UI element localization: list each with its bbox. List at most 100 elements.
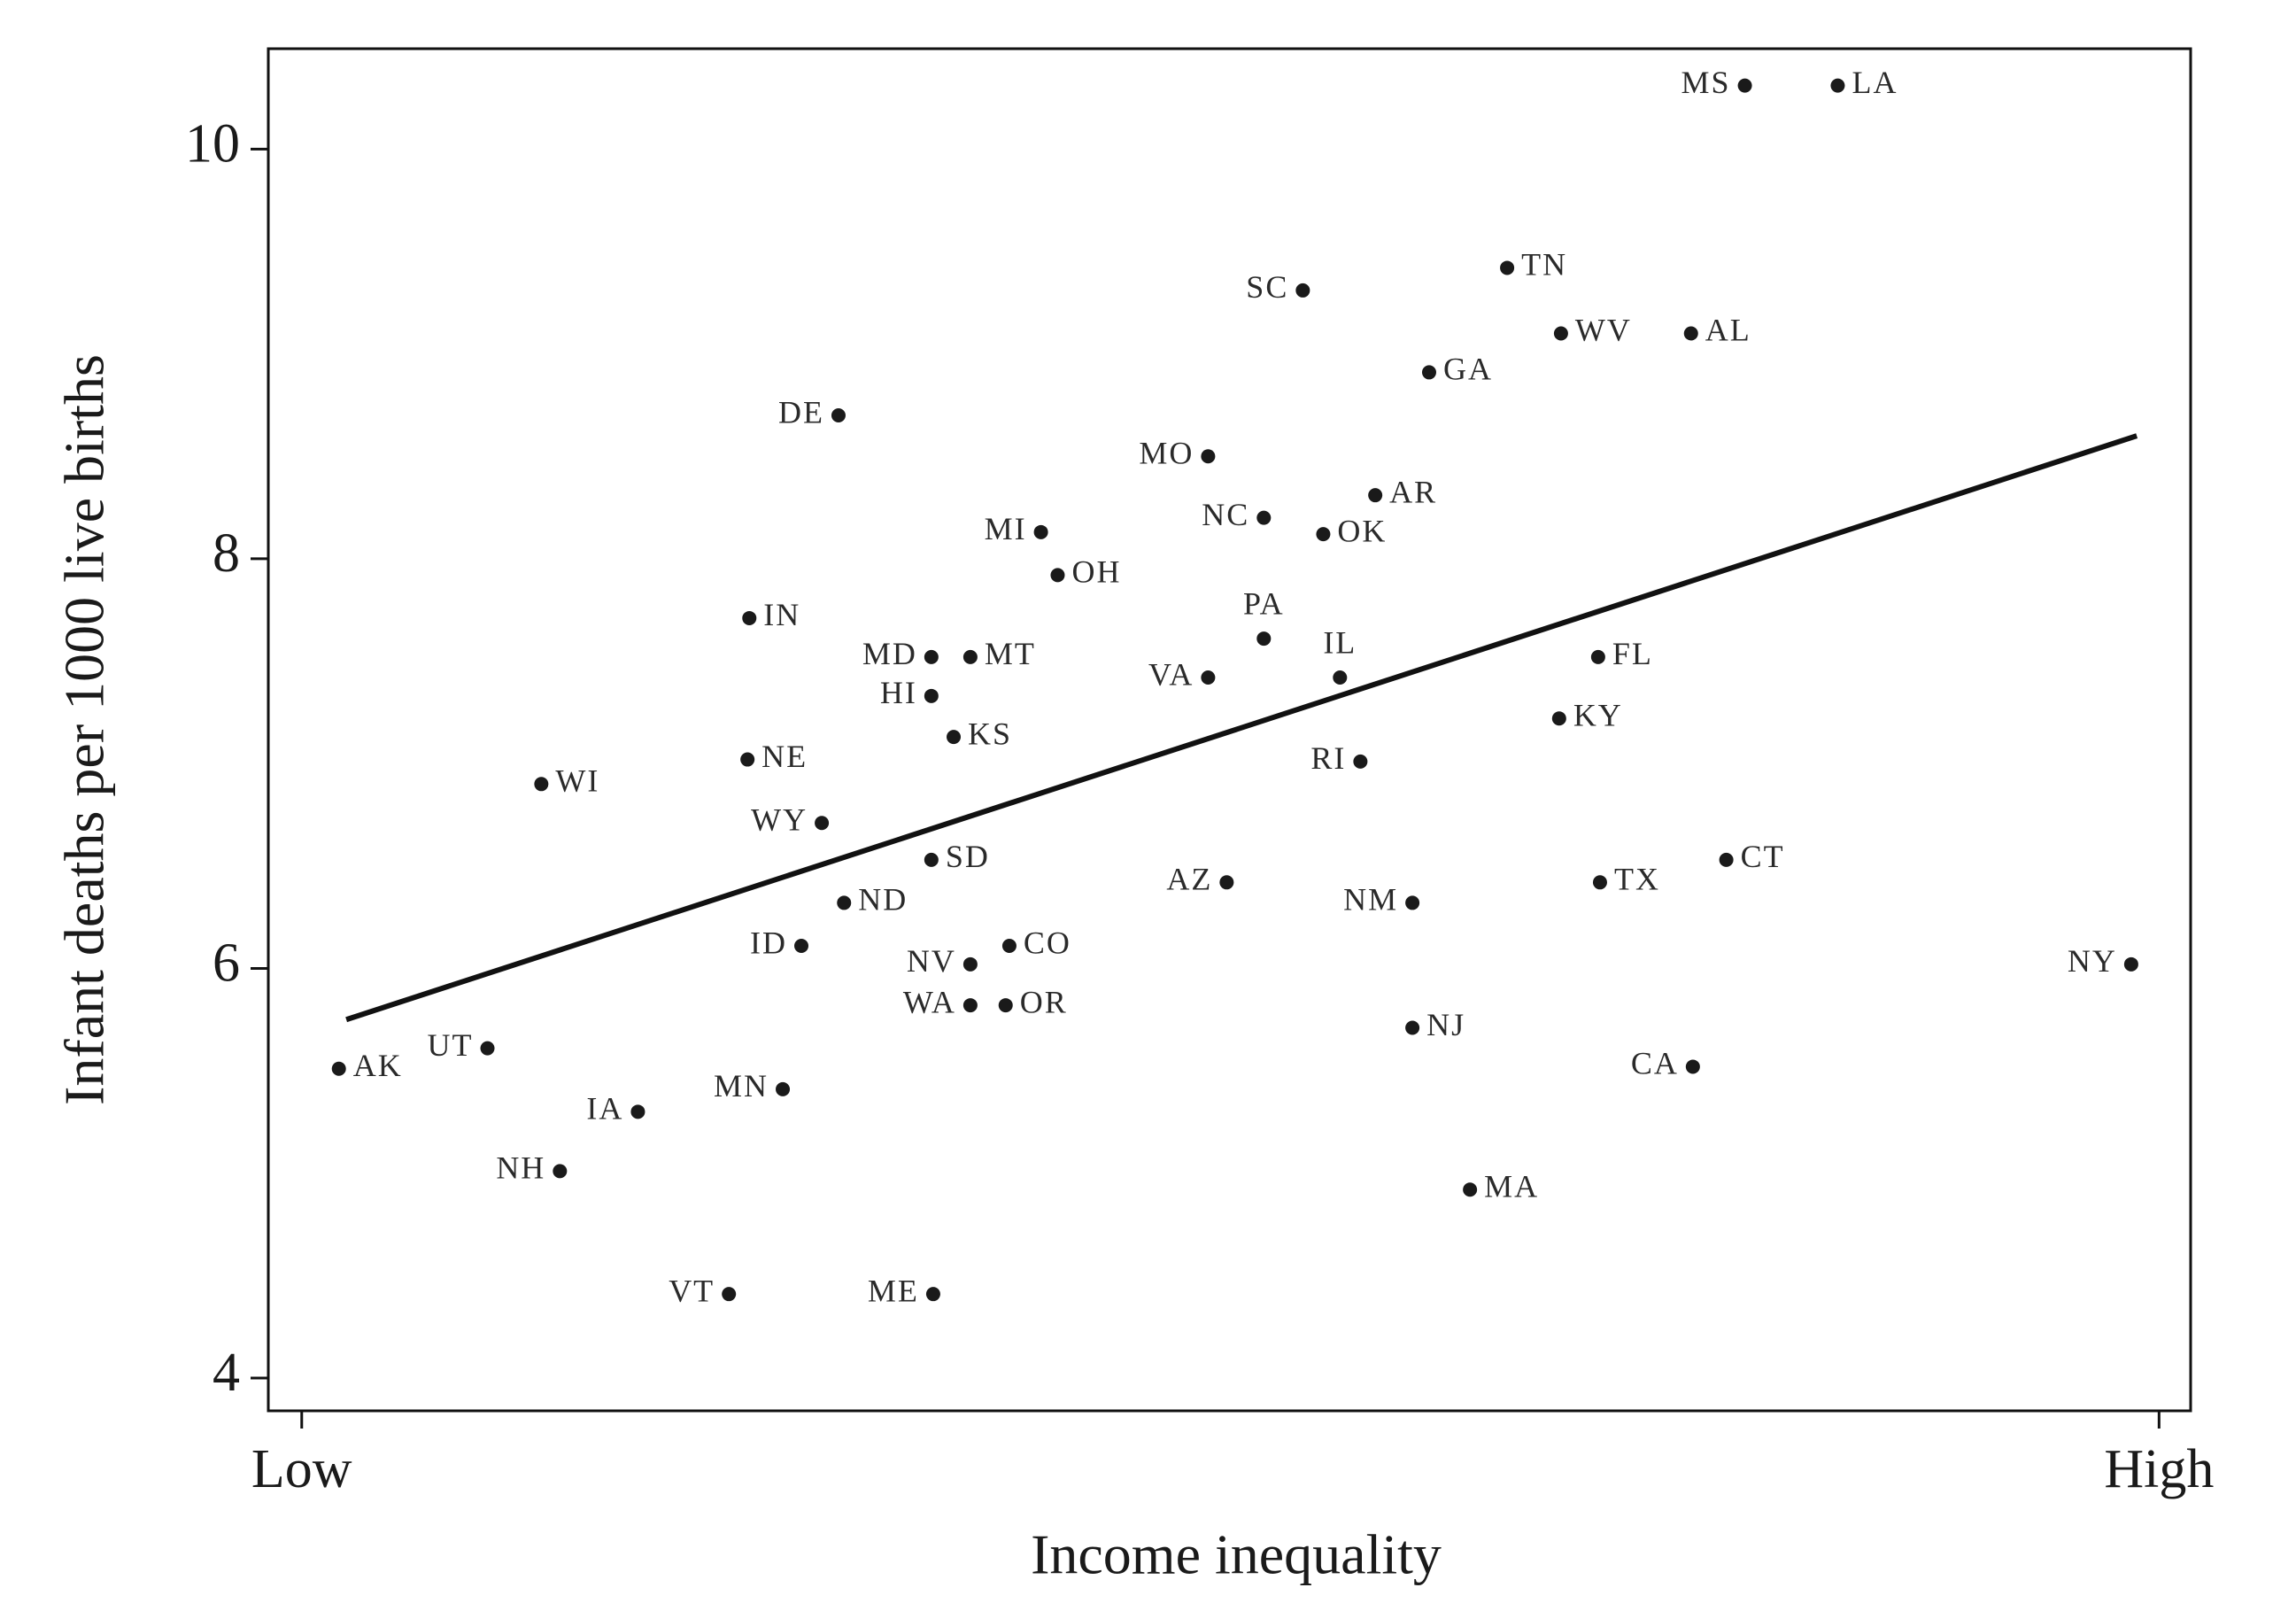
- data-point: [1201, 670, 1216, 685]
- data-point: [1685, 1059, 1700, 1074]
- point-label: MO: [1139, 436, 1194, 471]
- data-point: [962, 956, 978, 972]
- point-label: KS: [968, 716, 1012, 751]
- point-label: TN: [1521, 247, 1567, 283]
- data-point: [1551, 711, 1566, 726]
- data-point: [1033, 524, 1048, 539]
- point-label: IN: [763, 597, 800, 632]
- point-label: CA: [1631, 1046, 1679, 1081]
- data-point: [924, 852, 939, 867]
- data-point: [1256, 631, 1272, 647]
- point-label: IA: [586, 1091, 623, 1127]
- point-label: NC: [1202, 497, 1249, 532]
- point-label: OH: [1071, 554, 1121, 590]
- x-axis-title: Income inequality: [1031, 1523, 1442, 1586]
- data-point: [776, 1081, 791, 1096]
- data-point: [1353, 754, 1368, 769]
- y-tick-label: 8: [213, 523, 240, 584]
- point-label: HI: [880, 675, 917, 710]
- data-point: [1421, 365, 1436, 380]
- data-point: [1050, 568, 1065, 583]
- point-label: MD: [862, 636, 917, 671]
- point-label: MI: [985, 511, 1027, 546]
- data-point: [2123, 956, 2138, 972]
- point-label: ME: [868, 1273, 919, 1308]
- point-label: OR: [1020, 984, 1068, 1019]
- point-label: WA: [903, 984, 956, 1019]
- point-label: RI: [1310, 740, 1346, 776]
- data-point: [1737, 78, 1752, 93]
- data-point: [740, 752, 755, 767]
- data-point: [553, 1164, 568, 1179]
- data-point: [925, 1287, 940, 1302]
- data-point: [1295, 283, 1310, 298]
- data-point: [998, 998, 1013, 1013]
- data-point: [1405, 895, 1420, 910]
- data-point: [1463, 1182, 1478, 1197]
- x-tick-label: High: [2104, 1439, 2214, 1499]
- data-point: [1592, 875, 1607, 890]
- data-point: [1256, 510, 1272, 525]
- point-label: AL: [1705, 313, 1751, 348]
- data-point: [794, 938, 809, 953]
- point-label: GA: [1443, 352, 1493, 387]
- plot-frame: [267, 47, 2192, 1413]
- point-label: SD: [946, 839, 990, 874]
- point-label: NV: [907, 943, 956, 979]
- data-point: [962, 998, 978, 1013]
- point-label: NY: [2068, 943, 2117, 979]
- point-label: MN: [714, 1068, 769, 1104]
- data-point: [1553, 326, 1568, 341]
- data-point: [924, 649, 939, 664]
- data-point: [722, 1287, 737, 1302]
- data-point: [1333, 670, 1348, 685]
- point-label: IL: [1323, 624, 1357, 660]
- data-point: [924, 688, 939, 703]
- point-label: WY: [751, 802, 808, 837]
- point-label: ND: [858, 882, 908, 918]
- point-label: MA: [1484, 1168, 1539, 1204]
- data-point: [742, 610, 757, 625]
- y-tick-label: 6: [213, 933, 240, 994]
- data-point: [947, 730, 962, 745]
- point-label: NM: [1343, 882, 1398, 918]
- point-label: CO: [1024, 925, 1071, 960]
- point-label: KY: [1573, 698, 1623, 733]
- data-point: [1500, 260, 1515, 275]
- y-axis-title: Infant deaths per 1000 live births: [53, 354, 116, 1105]
- data-point: [480, 1041, 495, 1056]
- data-point: [1368, 488, 1383, 503]
- data-point: [1001, 938, 1017, 953]
- y-tick-label: 4: [213, 1343, 240, 1403]
- point-label: UT: [428, 1027, 474, 1063]
- point-label: SC: [1246, 269, 1288, 305]
- data-point: [1405, 1020, 1420, 1035]
- data-point: [331, 1061, 346, 1076]
- y-tick-label: 10: [185, 114, 240, 174]
- point-label: CT: [1741, 839, 1785, 874]
- data-point: [1719, 852, 1734, 867]
- fit-line: [345, 433, 2138, 1023]
- point-label: AR: [1389, 474, 1437, 509]
- point-label: DE: [778, 394, 824, 430]
- point-label: WV: [1575, 313, 1632, 348]
- x-tick-label: Low: [251, 1439, 352, 1499]
- data-point: [815, 816, 830, 831]
- data-point: [1219, 875, 1234, 890]
- point-label: MS: [1681, 65, 1731, 100]
- data-point: [962, 649, 978, 664]
- data-point: [831, 407, 846, 422]
- point-label: NJ: [1426, 1007, 1465, 1042]
- data-point: [630, 1104, 646, 1119]
- data-point: [1316, 527, 1331, 542]
- point-label: VT: [669, 1273, 715, 1308]
- point-label: AZ: [1166, 862, 1212, 897]
- point-label: FL: [1612, 636, 1653, 671]
- point-label: MT: [985, 636, 1036, 671]
- point-label: AK: [353, 1048, 403, 1083]
- point-label: OK: [1337, 513, 1387, 548]
- point-label: LA: [1851, 65, 1898, 100]
- point-label: TX: [1614, 862, 1660, 897]
